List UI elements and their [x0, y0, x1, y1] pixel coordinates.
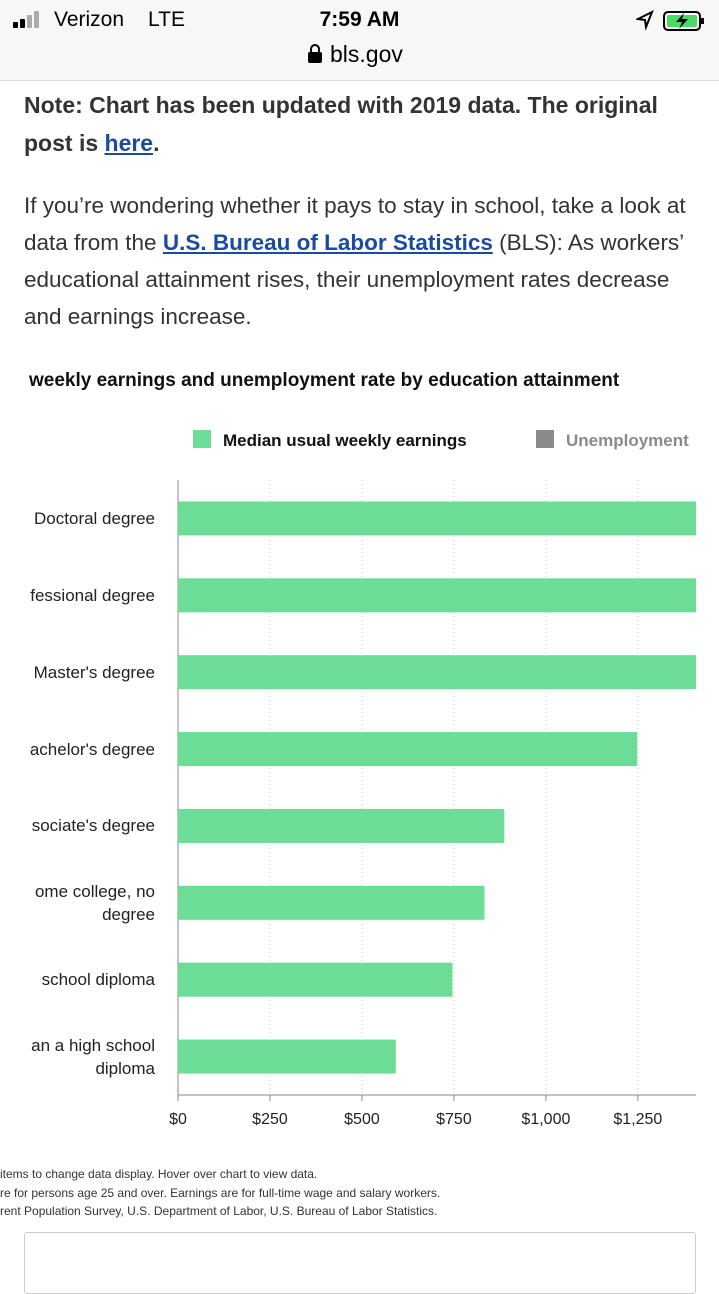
time: 7:59 AM — [319, 8, 400, 31]
legend-label: Median usual weekly earnings — [223, 431, 467, 450]
lock-icon — [308, 44, 322, 63]
legend-swatch — [193, 430, 211, 448]
category-label: an a high school diploma — [0, 1034, 155, 1080]
category-text: school diploma — [41, 970, 155, 990]
x-tick-label: $1,000 — [521, 1111, 570, 1128]
legend-label: Unemployment — [566, 431, 689, 450]
bar — [178, 732, 638, 767]
category-text: sociate's degree — [31, 816, 155, 836]
bar — [178, 655, 696, 690]
intro-text: If you’re wondering whether it pays to s… — [24, 193, 686, 255]
category-label: Master's degree — [0, 661, 155, 684]
bar — [178, 578, 696, 613]
category-text: Master's degree — [33, 662, 155, 682]
bar — [178, 885, 485, 920]
x-tick-label: $1,250 — [613, 1111, 662, 1128]
category-label: achelor's degree — [0, 738, 155, 761]
footnote: rent Population Survey, U.S. Department … — [0, 1204, 438, 1218]
x-tick-label: $250 — [252, 1111, 288, 1128]
note-text: Note: Chart has been updated with 2019 d… — [24, 92, 658, 156]
x-tick-label: $750 — [436, 1111, 472, 1128]
chart: Median usual weekly earnings Unemployment… — [169, 430, 696, 1128]
category-text: ome college, no degree — [34, 881, 155, 924]
category-text: an a high school diploma — [31, 1035, 155, 1078]
category-label: ome college, no degree — [0, 880, 155, 926]
content-box — [24, 1232, 696, 1294]
category-label: fessional degree — [0, 584, 155, 607]
chart-title: weekly earnings and unemployment rate by… — [29, 370, 620, 391]
bar — [178, 808, 505, 843]
x-tick-label: $0 — [169, 1111, 187, 1128]
intro: If you’re wondering whether it pays to s… — [24, 187, 704, 335]
category-label: sociate's degree — [0, 814, 155, 837]
note: Note: Chart has been updated with 2019 d… — [24, 86, 664, 162]
category-label: Doctoral degree — [0, 507, 155, 530]
signal-icon — [13, 11, 39, 28]
bar — [178, 501, 696, 536]
bls-link[interactable]: U.S. Bureau of Labor Statistics — [162, 230, 493, 255]
category-text: Doctoral degree — [34, 508, 155, 528]
bar — [178, 1039, 396, 1074]
network: LTE — [148, 8, 185, 31]
footnote: items to change data display. Hover over… — [0, 1167, 318, 1181]
legend-swatch — [536, 430, 554, 448]
status-icons — [636, 10, 704, 31]
url[interactable]: bls.gov — [330, 41, 403, 67]
x-tick-label: $500 — [344, 1111, 380, 1128]
category-label: school diploma — [0, 968, 155, 991]
category-text: achelor's degree — [29, 739, 155, 759]
category-text: fessional degree — [30, 585, 155, 605]
intro-text: (BLS): As workers’ educational attainmen… — [24, 230, 684, 329]
bar — [178, 962, 453, 997]
note-end: . — [153, 130, 160, 156]
status-bar: Verizon LTE 7:59 AM bls.gov — [0, 0, 719, 81]
carrier: Verizon — [54, 8, 125, 31]
footnote: re for persons age 25 and over. Earnings… — [0, 1186, 441, 1200]
note-link[interactable]: here — [104, 130, 154, 156]
